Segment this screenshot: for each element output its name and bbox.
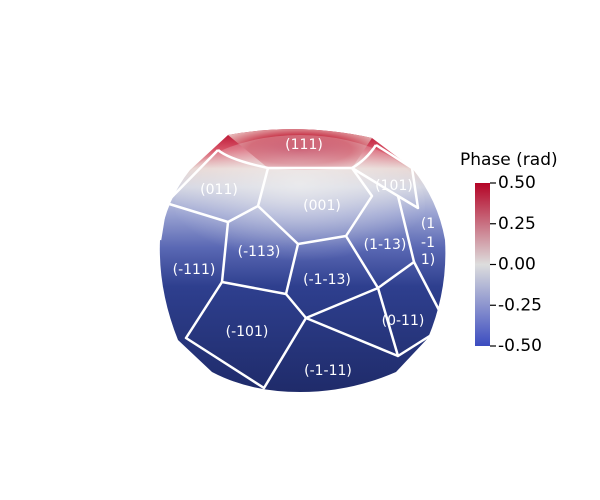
facet-label-partial-2: -1 bbox=[421, 235, 435, 251]
facet-label-m101: (-101) bbox=[226, 324, 269, 340]
colorbar-tick-label: 0.25 bbox=[498, 214, 536, 234]
colorbar-tick-label: 0.00 bbox=[498, 255, 536, 275]
facet-label-partial-1: (1 bbox=[421, 216, 435, 232]
facet-label-101: (101) bbox=[375, 178, 413, 194]
facet-label-011: (011) bbox=[200, 182, 238, 198]
crystal-body: (111) (011) (101) (001) (-113) (1-13) (-… bbox=[158, 129, 446, 392]
edge-m101 bbox=[184, 281, 308, 390]
facet-label-m1m11: (-1-11) bbox=[304, 363, 352, 379]
edge-right bbox=[412, 261, 442, 313]
edge-1m13 bbox=[344, 195, 416, 290]
facet-label-111: (111) bbox=[285, 137, 323, 153]
facet-label-m111: (-111) bbox=[173, 262, 216, 278]
colorbar-tick-label: -0.25 bbox=[498, 295, 542, 315]
colorbar-tick-label: -0.50 bbox=[498, 336, 542, 356]
facet-label-partial-3: 1) bbox=[421, 252, 435, 268]
colorbar-title: Phase (rad) bbox=[460, 150, 558, 170]
colorbar-tick-label: 0.50 bbox=[498, 173, 536, 193]
facet-label-1m13: (1-13) bbox=[364, 237, 407, 253]
edge-101-box bbox=[351, 143, 420, 210]
colorbar-gradient bbox=[475, 183, 490, 346]
facet-label-001: (001) bbox=[303, 198, 341, 214]
edge-m1m11 bbox=[305, 316, 399, 358]
facet-label-m113: (-113) bbox=[238, 244, 281, 260]
facet-labels: (111) (011) (101) (001) (-113) (1-13) (-… bbox=[173, 137, 436, 379]
edge-m111-left bbox=[158, 202, 168, 241]
edge-111-bottom bbox=[217, 144, 378, 170]
shading-highlight bbox=[175, 135, 425, 275]
colorbar-ticks: 0.50 0.25 0.00 -0.25 -0.50 bbox=[490, 173, 542, 356]
edge-m113 bbox=[220, 221, 300, 296]
colorbar: Phase (rad) 0.50 0.25 0.00 -0.25 -0.50 bbox=[460, 150, 558, 356]
facet-edges bbox=[158, 143, 442, 390]
facet-label-m1m13: (-1-13) bbox=[303, 272, 351, 288]
facet-label-0m11: (0-11) bbox=[382, 313, 425, 329]
